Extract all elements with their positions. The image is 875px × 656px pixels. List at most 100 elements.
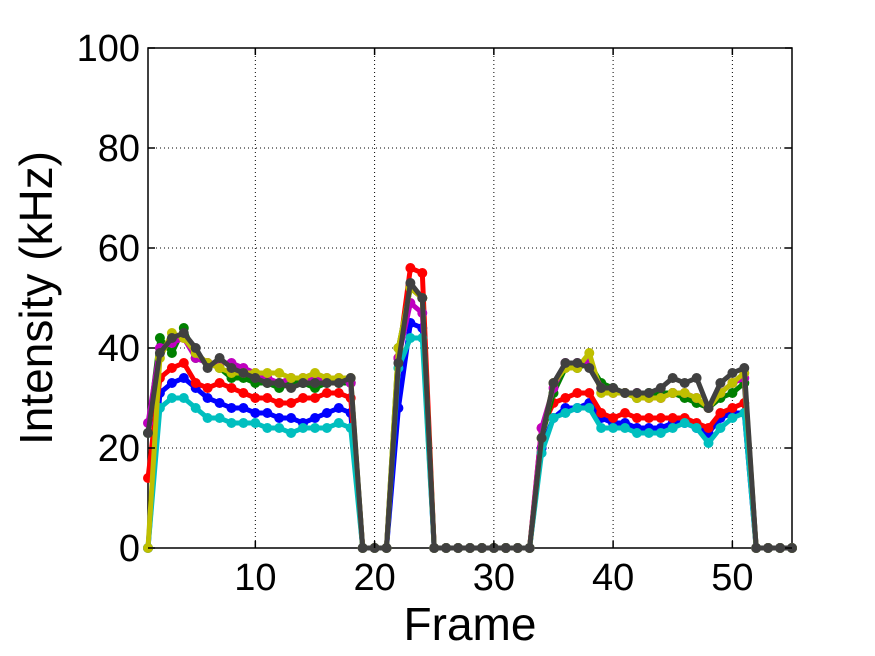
data-point [512,543,523,553]
data-point [166,348,177,358]
series-line [145,285,792,551]
data-point [286,398,297,408]
data-point [298,423,308,433]
data-point [476,543,487,553]
data-point [751,543,762,553]
data-point [572,403,583,413]
data-point [405,333,416,343]
data-point [620,388,630,398]
tick-marks [148,47,792,549]
data-point [655,393,666,403]
data-point [727,378,738,388]
data-point [333,418,344,428]
data-point [166,393,177,403]
data-point [310,413,320,423]
data-point [715,408,726,418]
data-point [190,343,201,353]
data-point [166,363,177,373]
data-point [286,383,297,393]
data-point [429,543,440,553]
data-point [727,413,738,423]
data-point [310,423,320,433]
x-tick-label: 20 [353,557,395,599]
series-line [145,285,792,551]
data-point [620,408,630,418]
data-point [715,378,726,388]
data-point [465,543,475,553]
data-point [250,418,261,428]
data-point [572,388,583,398]
data-point [154,348,165,358]
data-point [226,418,237,428]
series-6 [143,283,797,553]
data-point [643,413,654,423]
data-point [393,358,404,368]
data-point [596,423,607,433]
data-point [226,383,237,393]
x-tick-label: 50 [711,557,753,599]
data-point [667,373,678,383]
data-point [417,268,428,278]
data-point [560,358,571,368]
data-point [202,413,213,423]
data-point [703,438,714,448]
data-point [238,368,249,378]
data-point [262,408,273,418]
data-point [250,408,261,418]
data-point [381,543,392,553]
data-point [166,333,177,343]
data-point [250,373,261,383]
data-point [214,353,225,363]
series-7 [143,278,797,553]
data-point [226,363,237,373]
y-tick-label: 40 [98,328,140,370]
y-tick-labels: 0 20 40 60 80 100 [77,28,140,570]
data-point [739,363,750,373]
data-point [238,418,249,428]
data-point [298,393,308,403]
data-point [620,423,630,433]
x-tick-label: 10 [234,557,276,599]
data-point [524,543,535,553]
data-point [178,393,189,403]
data-point [763,543,774,553]
data-point [691,393,702,403]
data-point [584,388,595,398]
data-point [310,368,320,378]
data-point [703,403,714,413]
y-tick-label: 20 [98,428,140,470]
data-point [643,428,654,438]
data-point [274,413,285,423]
data-point [548,413,559,423]
data-point [333,388,344,398]
data-point [548,378,559,388]
data-point [643,388,654,398]
data-point [274,398,285,408]
x-tick-labels: 10 20 30 40 50 [234,557,753,599]
data-point [262,423,273,433]
data-point [632,413,642,423]
plot-area-frame [147,47,793,549]
data-point [405,278,416,288]
y-tick-label: 80 [98,128,140,170]
data-point [596,408,607,418]
data-point [178,358,189,368]
data-point [214,378,225,388]
data-point [727,403,738,413]
data-point [679,388,690,398]
data-point [608,383,619,393]
data-point [286,413,297,423]
data-point [190,378,201,388]
data-point [632,388,642,398]
data-point [250,393,261,403]
data-point [202,393,213,403]
data-point [178,373,189,383]
data-point [154,333,165,343]
data-point [775,543,786,553]
data-point [608,423,619,433]
data-point [679,378,690,388]
data-point [357,543,368,553]
data-point [274,378,285,388]
data-point [655,413,666,423]
